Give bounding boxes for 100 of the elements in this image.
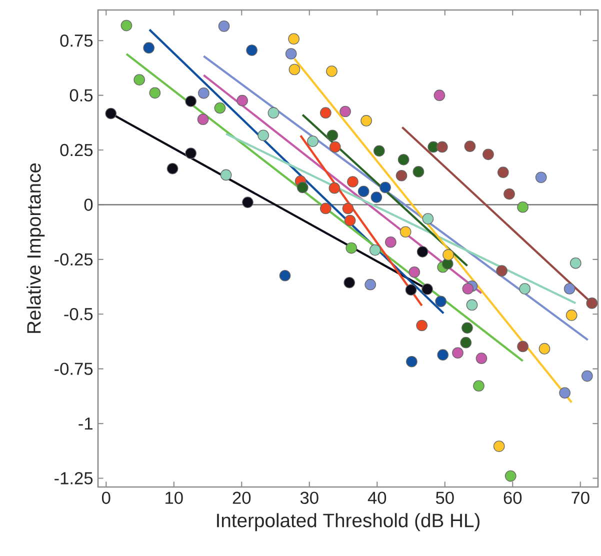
- point: [326, 66, 338, 77]
- point: [307, 136, 318, 147]
- y-tick-label: -0.25: [54, 253, 93, 266]
- point: [220, 169, 232, 181]
- point: [412, 166, 424, 178]
- point: [197, 114, 209, 126]
- point: [370, 192, 382, 203]
- point: [218, 20, 230, 32]
- point: [258, 130, 269, 142]
- x-axis-title: Interpolated Threshold (dB HL): [217, 513, 480, 532]
- x-tick-label: 40: [368, 492, 386, 504]
- point: [519, 283, 530, 294]
- point: [462, 322, 473, 334]
- point: [296, 182, 308, 194]
- point: [416, 320, 428, 332]
- point: [566, 310, 578, 321]
- x-tick-label: 70: [572, 492, 590, 504]
- point: [344, 276, 356, 288]
- point: [320, 107, 332, 118]
- point: [406, 356, 418, 368]
- point: [285, 48, 297, 60]
- point: [452, 347, 464, 359]
- point: [342, 202, 354, 214]
- point: [462, 283, 474, 294]
- point: [326, 130, 338, 142]
- x-tick-label: 0: [102, 492, 110, 504]
- point: [380, 182, 391, 194]
- point: [374, 145, 385, 157]
- point: [358, 186, 370, 198]
- point: [504, 470, 516, 482]
- point: [120, 20, 132, 32]
- point: [422, 213, 434, 224]
- point: [288, 64, 300, 76]
- point: [344, 214, 356, 226]
- y-tick-label: -0.75: [54, 362, 93, 375]
- point: [166, 162, 178, 174]
- point: [408, 266, 420, 278]
- point: [496, 265, 508, 276]
- point: [497, 166, 509, 178]
- point: [482, 148, 494, 160]
- point: [328, 182, 340, 194]
- point: [473, 380, 484, 392]
- y-tick-label: 0.75: [60, 34, 93, 47]
- point: [442, 249, 454, 261]
- point: [347, 176, 358, 188]
- point: [405, 284, 417, 296]
- point: [517, 201, 528, 213]
- y-tick-label: -1: [78, 418, 92, 430]
- point: [538, 343, 550, 354]
- point: [398, 154, 410, 166]
- point: [185, 148, 196, 159]
- x-tick-label: 10: [166, 492, 183, 504]
- point: [436, 141, 448, 153]
- point: [268, 107, 280, 118]
- x-tick-label: 60: [504, 492, 522, 504]
- point: [360, 115, 372, 126]
- point: [416, 246, 428, 258]
- point: [400, 226, 412, 238]
- point: [476, 352, 488, 364]
- point: [279, 270, 291, 282]
- point: [570, 257, 582, 269]
- point: [214, 102, 226, 114]
- point: [134, 74, 145, 86]
- point: [198, 87, 210, 99]
- y-tick-label: 0.5: [70, 89, 93, 102]
- point: [149, 87, 161, 99]
- point: [185, 96, 196, 107]
- point: [464, 140, 476, 152]
- point: [320, 202, 332, 214]
- x-tick-label: 30: [300, 492, 318, 504]
- y-tick-label: -0.5: [64, 308, 93, 320]
- point: [435, 296, 446, 308]
- point: [517, 340, 528, 352]
- point: [246, 44, 258, 56]
- point: [236, 94, 248, 106]
- point: [385, 236, 396, 248]
- point: [242, 196, 254, 208]
- y-tick-label: 0.25: [60, 144, 93, 156]
- point: [329, 141, 341, 153]
- point: [466, 299, 478, 311]
- point: [493, 440, 505, 452]
- point: [346, 242, 358, 254]
- point: [460, 336, 472, 348]
- y-tick-label: -1.25: [54, 472, 93, 484]
- point: [564, 283, 576, 294]
- point: [396, 170, 408, 182]
- point: [504, 188, 515, 200]
- point: [422, 284, 433, 295]
- point: [559, 387, 570, 399]
- point: [364, 278, 376, 290]
- point: [340, 106, 351, 118]
- point: [434, 90, 446, 101]
- x-tick-label: 50: [436, 492, 454, 504]
- point: [105, 108, 117, 120]
- point: [288, 33, 300, 45]
- point: [535, 172, 547, 184]
- x-tick-label: 20: [232, 492, 251, 504]
- point: [143, 42, 154, 54]
- point: [437, 349, 449, 360]
- point: [369, 244, 381, 256]
